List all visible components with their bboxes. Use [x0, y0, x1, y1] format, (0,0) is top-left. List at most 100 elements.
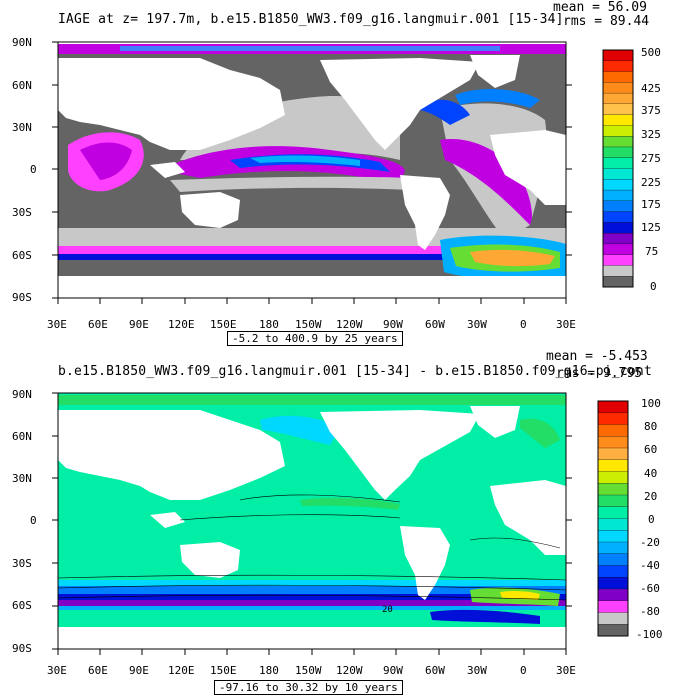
top-lat-0: 0 — [30, 163, 37, 176]
top-colorbar-swatch — [602, 125, 634, 137]
bottom-mean-label: mean = -5.453 — [546, 349, 648, 364]
top-colorbar-swatch — [602, 157, 634, 169]
bottom-lat-30n: 30N — [12, 472, 32, 485]
bottom-lon-30w: 30W — [467, 664, 487, 677]
top-cb-label-175: 175 — [641, 198, 661, 211]
bottom-cb-label-20: 20 — [644, 490, 658, 503]
top-lon-120w: 120W — [336, 318, 363, 331]
top-colorbar-swatch — [602, 82, 634, 94]
bottom-colorbar-swatch — [597, 588, 629, 602]
bottom-colorbar-swatch — [597, 541, 629, 555]
bottom-colorbar-swatch — [597, 424, 629, 437]
bottom-lon-90w: 90W — [383, 664, 403, 677]
bottom-lon-150w: 150W — [295, 664, 322, 677]
top-map-title: IAGE at z= 197.7m, b.e15.B1850_WW3.f09_g… — [58, 12, 564, 27]
bottom-lat-60s: 60S — [12, 599, 32, 612]
top-mean-label: mean = 56.09 — [553, 0, 647, 15]
bottom-colorbar-swatch — [597, 447, 629, 461]
top-colorbar-swatch — [602, 168, 634, 180]
bottom-colorbar-swatch — [597, 400, 629, 414]
bottom-colorbar-swatch — [597, 530, 629, 543]
bottom-lon-120e: 120E — [168, 664, 195, 677]
top-lon-30e-end: 30E — [556, 318, 576, 331]
bottom-cb-label-40: 40 — [644, 467, 658, 480]
bottom-lon-120w: 120W — [336, 664, 363, 677]
top-lon-150e: 150E — [210, 318, 237, 331]
bottom-colorbar-swatch — [597, 600, 629, 613]
top-cb-label-425: 425 — [641, 82, 661, 95]
bottom-cb-label-m80: -80 — [640, 605, 660, 618]
top-lat-60s: 60S — [12, 249, 32, 262]
top-cb-label-125: 125 — [641, 221, 661, 234]
bottom-lat-90n: 90N — [12, 388, 32, 401]
bottom-lat-0: 0 — [30, 514, 37, 527]
top-lon-30e: 30E — [47, 318, 67, 331]
bottom-map-field — [58, 393, 566, 649]
top-cb-label-275: 275 — [641, 152, 661, 165]
bottom-contour-label: 20 — [382, 605, 393, 615]
top-lon-150w: 150W — [295, 318, 322, 331]
top-colorbar-swatch — [602, 276, 634, 288]
top-colorbar-swatch — [602, 222, 634, 234]
bottom-map-ticks — [52, 392, 572, 655]
bottom-range-label: -97.16 to 30.32 by 10 years — [214, 680, 403, 695]
bottom-colorbar-swatch — [597, 518, 629, 531]
top-cb-label-0: 0 — [650, 280, 657, 293]
top-lat-30s: 30S — [12, 206, 32, 219]
top-colorbar-swatch — [602, 49, 634, 62]
bottom-lon-60e: 60E — [88, 664, 108, 677]
top-rms-label: rms = 89.44 — [563, 14, 650, 29]
top-colorbar-swatch — [602, 146, 634, 159]
top-lat-60n: 60N — [12, 79, 32, 92]
top-lon-60w: 60W — [425, 318, 445, 331]
top-colorbar-swatch — [602, 200, 634, 213]
bottom-colorbar-frame — [597, 400, 629, 637]
top-colorbar-swatch — [602, 103, 634, 116]
top-map-ticks — [52, 41, 572, 304]
top-colorbar-swatch — [602, 114, 634, 126]
bottom-lon-0: 0 — [520, 664, 527, 677]
top-lon-60e: 60E — [88, 318, 108, 331]
top-colorbar-swatch — [602, 189, 634, 202]
bottom-lon-30e-end: 30E — [556, 664, 576, 677]
top-colorbar-swatch — [602, 265, 634, 277]
bottom-cb-label-m60: -60 — [640, 582, 660, 595]
bottom-colorbar-swatch — [597, 483, 629, 496]
top-colorbar-swatch — [602, 232, 634, 245]
bottom-colorbar-swatch — [597, 412, 629, 425]
top-colorbar-swatch — [602, 71, 634, 83]
bottom-colorbar-swatch — [597, 624, 629, 637]
top-range-label: -5.2 to 400.9 by 25 years — [227, 331, 403, 346]
bottom-colorbar-swatch — [597, 506, 629, 519]
bottom-colorbar-swatch — [597, 459, 629, 472]
top-colorbar-swatch — [602, 60, 634, 72]
top-lon-90e: 90E — [129, 318, 149, 331]
top-lat-90s: 90S — [12, 291, 32, 304]
bottom-cb-label-m20: -20 — [640, 536, 660, 549]
bottom-colorbar-swatch — [597, 553, 629, 566]
bottom-colorbar — [597, 400, 629, 637]
top-colorbar-swatch — [602, 92, 634, 105]
top-colorbar-swatch — [602, 179, 634, 191]
bottom-cb-label-m100: -100 — [636, 628, 663, 641]
bottom-colorbar-swatch — [597, 577, 629, 590]
bottom-lat-30s: 30S — [12, 557, 32, 570]
bottom-lon-180: 180 — [259, 664, 279, 677]
bottom-cb-label-0: 0 — [648, 513, 655, 526]
bottom-lat-60n: 60N — [12, 430, 32, 443]
top-lat-30n: 30N — [12, 121, 32, 134]
bottom-map-title: b.e15.B1850_WW3.f09_g16.langmuir.001 [15… — [58, 364, 652, 379]
bottom-lon-60w: 60W — [425, 664, 445, 677]
top-cb-label-225: 225 — [641, 176, 661, 189]
top-lon-180: 180 — [259, 318, 279, 331]
bottom-lon-150e: 150E — [210, 664, 237, 677]
bottom-colorbar-swatch — [597, 471, 629, 484]
bottom-colorbar-swatch — [597, 494, 629, 508]
top-colorbar-swatch — [602, 254, 634, 266]
top-map-field — [58, 42, 566, 298]
top-lon-90w: 90W — [383, 318, 403, 331]
top-colorbar-swatch — [602, 136, 634, 148]
bottom-rms-label: rms = 9.795 — [556, 366, 643, 381]
bottom-lon-90e: 90E — [129, 664, 149, 677]
bottom-cb-label-m40: -40 — [640, 559, 660, 572]
